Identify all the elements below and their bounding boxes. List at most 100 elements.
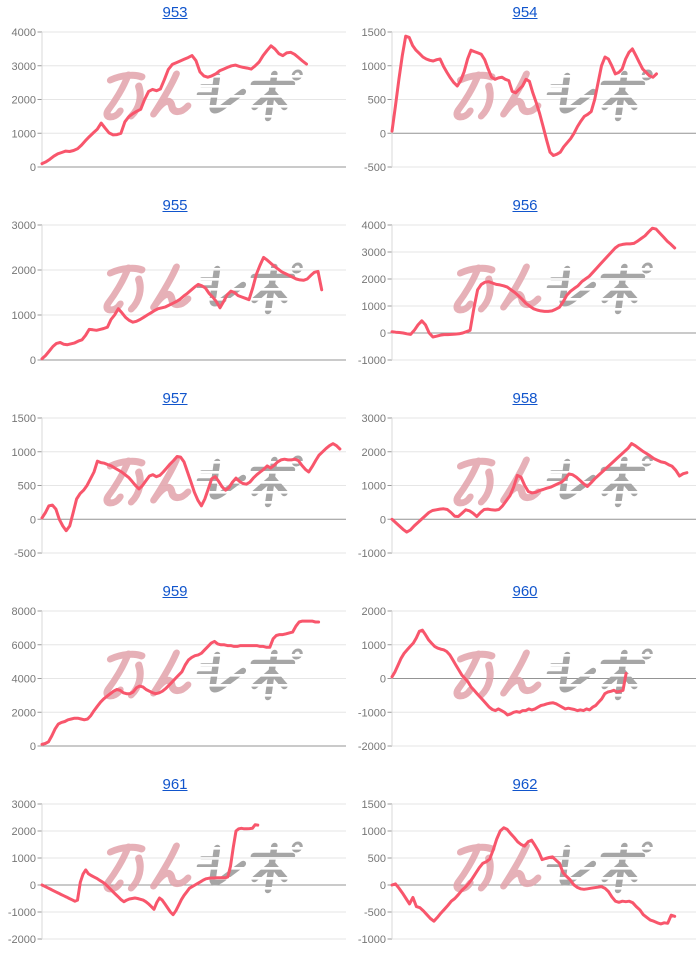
line-chart: 1500 1000 500 0 -500 [362,27,696,174]
data-line [390,628,628,717]
chart-cell: 958 3000 2000 1000 0 -1000 [350,386,700,579]
chart-cell: 959 8000 6000 4000 2000 0 [0,579,350,772]
watermark-minrepo-logo [105,843,302,890]
chart-link[interactable]: 962 [512,776,538,793]
chart-cell: 956 4000 3000 2000 1000 0 -1000 [350,193,700,386]
y-axis-label: 0 [30,741,36,753]
chart-cell: 953 4000 3000 2000 1000 0 [0,0,350,193]
y-axis-label: 500 [18,481,36,493]
chart-link[interactable]: 955 [162,197,188,214]
y-axis-label: 1000 [362,61,386,73]
data-line [390,34,658,157]
y-axis-label: 3000 [12,220,36,232]
y-axis-label: 1000 [362,826,386,838]
watermark-minrepo-logo [455,843,652,890]
data-line [390,826,677,926]
y-axis-label: 1000 [12,853,36,865]
y-axis-label: 3000 [12,799,36,811]
chart-title-row: 957 [0,386,350,410]
y-axis-label: 2000 [12,265,36,277]
y-axis-label: -2000 [8,934,36,946]
y-axis-label: -1000 [358,934,386,946]
y-axis-label: 4000 [12,674,36,686]
chart-cell: 954 1500 1000 500 0 -500 [350,0,700,193]
chart-cell: 962 1500 1000 500 0 -500 -1000 [350,772,700,965]
chart-title-row: 958 [350,386,700,410]
y-axis-label: 0 [380,514,386,526]
chart-link[interactable]: 954 [512,4,538,21]
line-chart: 1500 1000 500 0 -500 [12,413,346,560]
y-axis-label: 0 [30,880,36,892]
line-chart: 3000 2000 1000 0 [12,220,346,367]
y-axis-label: 0 [30,514,36,526]
y-axis-label: 1000 [362,301,386,313]
y-axis-label: -500 [364,907,386,919]
y-axis-label: -500 [14,548,36,560]
chart-cell: 961 3000 2000 1000 0 -1000 -2000 [0,772,350,965]
data-line [40,44,308,166]
line-chart: 1500 1000 500 0 -500 -1000 [358,799,696,946]
chart-link[interactable]: 957 [162,390,188,407]
data-line [390,442,689,534]
y-axis-label: -1000 [358,707,386,719]
chart-title-row: 956 [350,193,700,217]
y-axis-label: 1500 [362,27,386,39]
y-axis-label: 1500 [362,799,386,811]
chart-cell: 960 2000 1000 0 -1000 -2000 [350,579,700,772]
data-line [40,255,324,361]
y-axis-label: 0 [30,162,36,174]
y-axis-label: 4000 [12,27,36,39]
y-axis-label: 2000 [12,95,36,107]
chart-link[interactable]: 956 [512,197,538,214]
line-chart: 2000 1000 0 -1000 -2000 [358,606,696,753]
y-axis-label: 3000 [362,413,386,425]
y-axis-label: 4000 [362,220,386,232]
chart-title-row: 953 [0,0,350,24]
y-axis-label: 0 [380,674,386,686]
chart-title-row: 955 [0,193,350,217]
line-chart: 4000 3000 2000 1000 0 -1000 [358,220,696,367]
chart-title-row: 962 [350,772,700,796]
y-axis-label: -2000 [358,741,386,753]
chart-link[interactable]: 953 [162,4,188,21]
chart-title-row: 960 [350,579,700,603]
data-line [40,442,342,533]
chart-link[interactable]: 961 [162,776,188,793]
watermark-minrepo-logo [455,457,652,504]
data-line [390,226,677,339]
chart-title-row: 959 [0,579,350,603]
y-axis-label: -1000 [358,548,386,560]
y-axis-label: 1000 [12,128,36,140]
y-axis-label: 1000 [362,640,386,652]
y-axis-label: 500 [368,95,386,107]
watermark-minrepo-logo [455,264,652,311]
y-axis-label: 1000 [12,310,36,322]
line-chart: 8000 6000 4000 2000 0 [12,606,346,753]
chart-link[interactable]: 958 [512,390,538,407]
y-axis-label: 1500 [12,413,36,425]
y-axis-label: -1000 [8,907,36,919]
y-axis-label: 500 [368,853,386,865]
y-axis-label: 3000 [362,247,386,259]
y-axis-label: 0 [30,355,36,367]
y-axis-label: 1000 [12,447,36,459]
y-axis-label: -1000 [358,355,386,367]
data-line [40,823,260,917]
chart-cell: 955 3000 2000 1000 0 [0,193,350,386]
line-chart: 3000 2000 1000 0 -1000 -2000 [8,799,346,946]
watermark-minrepo-logo [455,71,652,118]
y-axis-label: 6000 [12,640,36,652]
chart-link[interactable]: 959 [162,583,188,600]
y-axis-label: 8000 [12,606,36,618]
y-axis-label: 2000 [362,447,386,459]
y-axis-label: 2000 [362,606,386,618]
y-axis-label: 0 [380,128,386,140]
chart-cell: 957 1500 1000 500 0 -500 [0,386,350,579]
y-axis-label: 2000 [12,826,36,838]
chart-title-row: 961 [0,772,350,796]
y-axis-label: 0 [380,328,386,340]
y-axis-label: 1000 [362,481,386,493]
chart-title-row: 954 [350,0,700,24]
chart-link[interactable]: 960 [512,583,538,600]
